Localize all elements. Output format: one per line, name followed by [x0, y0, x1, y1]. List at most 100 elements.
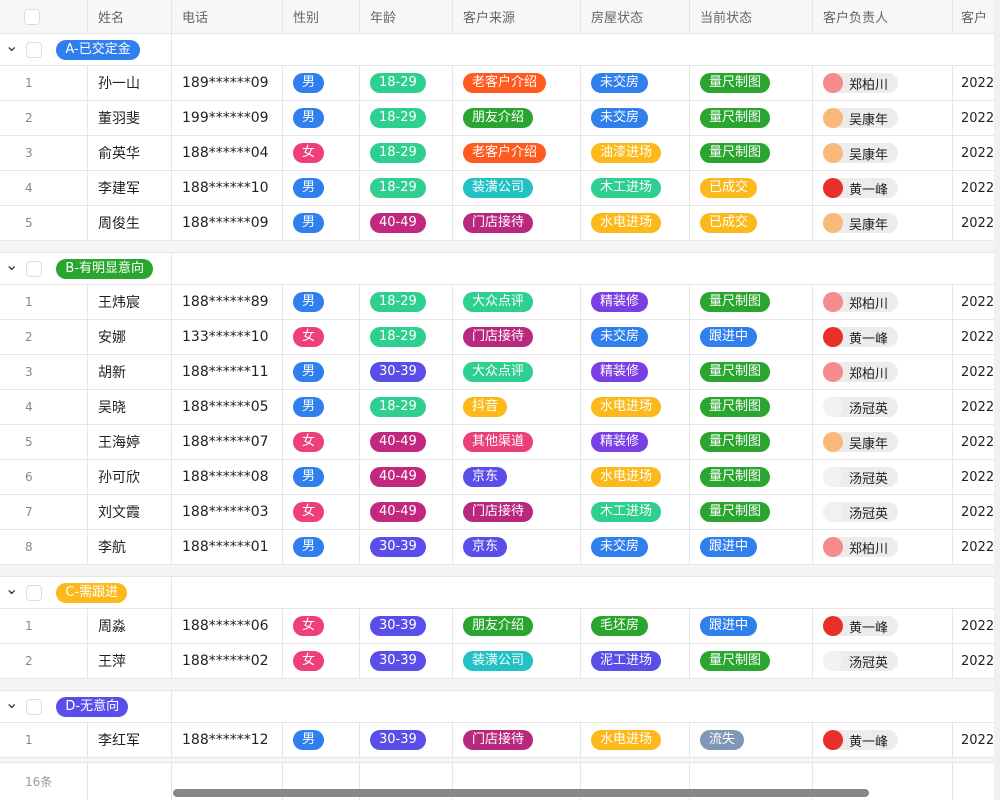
source-cell[interactable]: 装潢公司 [453, 644, 581, 678]
source-cell[interactable]: 朋友介绍 [453, 101, 581, 135]
select-all-checkbox[interactable] [24, 8, 40, 25]
gender-cell[interactable]: 男 [283, 390, 360, 424]
status-cell[interactable]: 量尺制图 [690, 66, 813, 100]
status-cell[interactable]: 已成交 [690, 206, 813, 240]
group-checkbox[interactable] [26, 584, 43, 601]
table-row[interactable]: 2 安娜 133******10 女 18-29 门店接待 未交房 跟进中 黄一峰 2022 [0, 320, 1000, 355]
group-checkbox[interactable] [26, 260, 43, 277]
house-cell[interactable]: 水电进场 [581, 390, 690, 424]
age-cell[interactable]: 18-29 [360, 285, 453, 319]
phone-cell[interactable]: 188******03 [172, 495, 283, 529]
name-cell[interactable]: 安娜 [88, 320, 172, 354]
name-cell[interactable]: 周淼 [88, 609, 172, 643]
source-cell[interactable]: 门店接待 [453, 320, 581, 354]
name-cell[interactable]: 王炜宸 [88, 285, 172, 319]
house-cell[interactable]: 未交房 [581, 320, 690, 354]
source-cell[interactable]: 抖音 [453, 390, 581, 424]
house-cell[interactable]: 泥工进场 [581, 644, 690, 678]
source-cell[interactable]: 门店接待 [453, 206, 581, 240]
owner-cell[interactable]: 吴康年 [813, 425, 953, 459]
group-checkbox[interactable] [26, 41, 43, 58]
table-row[interactable]: 5 周俊生 188******09 男 40-49 门店接待 水电进场 已成交 吴康年 2022 [0, 206, 1000, 241]
vertical-scrollbar-track[interactable] [994, 0, 1000, 800]
group-checkbox[interactable] [26, 698, 43, 715]
status-cell[interactable]: 量尺制图 [690, 495, 813, 529]
source-cell[interactable]: 京东 [453, 530, 581, 564]
house-cell[interactable]: 油漆进场 [581, 136, 690, 170]
status-cell[interactable]: 已成交 [690, 171, 813, 205]
name-cell[interactable]: 李红军 [88, 723, 172, 757]
table-row[interactable]: 4 吴晓 188******05 男 18-29 抖音 水电进场 量尺制图 汤冠英 2022 [0, 390, 1000, 425]
source-cell[interactable]: 京东 [453, 460, 581, 494]
phone-cell[interactable]: 188******01 [172, 530, 283, 564]
age-cell[interactable]: 18-29 [360, 390, 453, 424]
age-cell[interactable]: 30-39 [360, 609, 453, 643]
phone-cell[interactable]: 188******06 [172, 609, 283, 643]
table-row[interactable]: 1 孙一山 189******09 男 18-29 老客户介绍 未交房 量尺制图 郑柏川 2022 [0, 66, 1000, 101]
status-cell[interactable]: 跟进中 [690, 609, 813, 643]
extra-cell[interactable]: 2022 [953, 390, 1000, 424]
phone-cell[interactable]: 189******09 [172, 66, 283, 100]
chevron-down-icon[interactable]: ⌄ [5, 255, 19, 274]
phone-cell[interactable]: 188******10 [172, 171, 283, 205]
phone-cell[interactable]: 188******08 [172, 460, 283, 494]
age-cell[interactable]: 40-49 [360, 425, 453, 459]
status-cell[interactable]: 流失 [690, 723, 813, 757]
name-cell[interactable]: 王萍 [88, 644, 172, 678]
chevron-down-icon[interactable]: ⌄ [5, 36, 19, 55]
owner-cell[interactable]: 吴康年 [813, 136, 953, 170]
phone-cell[interactable]: 188******04 [172, 136, 283, 170]
extra-cell[interactable]: 2022 [953, 136, 1000, 170]
phone-cell[interactable]: 188******05 [172, 390, 283, 424]
gender-cell[interactable]: 女 [283, 320, 360, 354]
phone-cell[interactable]: 188******89 [172, 285, 283, 319]
house-cell[interactable]: 精装修 [581, 355, 690, 389]
name-cell[interactable]: 李航 [88, 530, 172, 564]
table-row[interactable]: 7 刘文霞 188******03 女 40-49 门店接待 木工进场 量尺制图 汤冠英 2022 [0, 495, 1000, 530]
gender-cell[interactable]: 男 [283, 355, 360, 389]
source-cell[interactable]: 其他渠道 [453, 425, 581, 459]
gender-cell[interactable]: 女 [283, 609, 360, 643]
name-cell[interactable]: 孙一山 [88, 66, 172, 100]
house-cell[interactable]: 木工进场 [581, 495, 690, 529]
status-cell[interactable]: 跟进中 [690, 320, 813, 354]
age-cell[interactable]: 18-29 [360, 171, 453, 205]
source-cell[interactable]: 门店接待 [453, 495, 581, 529]
extra-cell[interactable]: 2022 [953, 460, 1000, 494]
table-row[interactable]: 3 俞英华 188******04 女 18-29 老客户介绍 油漆进场 量尺制图 吴康年 202… [0, 136, 1000, 171]
phone-cell[interactable]: 188******11 [172, 355, 283, 389]
status-cell[interactable]: 量尺制图 [690, 460, 813, 494]
name-cell[interactable]: 刘文霞 [88, 495, 172, 529]
table-row[interactable]: 1 王炜宸 188******89 男 18-29 大众点评 精装修 量尺制图 郑柏川 2022 [0, 285, 1000, 320]
age-cell[interactable]: 40-49 [360, 460, 453, 494]
source-cell[interactable]: 老客户介绍 [453, 66, 581, 100]
table-row[interactable]: 5 王海婷 188******07 女 40-49 其他渠道 精装修 量尺制图 吴康年 2022 [0, 425, 1000, 460]
column-header[interactable]: 房屋状态 [581, 0, 690, 33]
extra-cell[interactable]: 2022 [953, 609, 1000, 643]
table-row[interactable]: 8 李航 188******01 男 30-39 京东 未交房 跟进中 郑柏川 2022 [0, 530, 1000, 565]
owner-cell[interactable]: 黄一峰 [813, 320, 953, 354]
source-cell[interactable]: 老客户介绍 [453, 136, 581, 170]
house-cell[interactable]: 未交房 [581, 66, 690, 100]
owner-cell[interactable]: 郑柏川 [813, 530, 953, 564]
house-cell[interactable]: 精装修 [581, 425, 690, 459]
gender-cell[interactable]: 男 [283, 530, 360, 564]
extra-cell[interactable]: 2022 [953, 101, 1000, 135]
table-row[interactable]: 1 李红军 188******12 男 30-39 门店接待 水电进场 流失 黄一峰 2022 [0, 723, 1000, 758]
extra-cell[interactable]: 2022 [953, 320, 1000, 354]
gender-cell[interactable]: 女 [283, 495, 360, 529]
gender-cell[interactable]: 男 [283, 206, 360, 240]
horizontal-scrollbar[interactable] [173, 789, 869, 797]
table-row[interactable]: 1 周淼 188******06 女 30-39 朋友介绍 毛坯房 跟进中 黄一峰 2022 [0, 609, 1000, 644]
source-cell[interactable]: 门店接待 [453, 723, 581, 757]
owner-cell[interactable]: 郑柏川 [813, 285, 953, 319]
extra-cell[interactable]: 2022 [953, 66, 1000, 100]
house-cell[interactable]: 毛坯房 [581, 609, 690, 643]
table-row[interactable]: 2 董羽斐 199******09 男 18-29 朋友介绍 未交房 量尺制图 吴康年 2022 [0, 101, 1000, 136]
name-cell[interactable]: 胡新 [88, 355, 172, 389]
column-header[interactable]: 客户负责人 [813, 0, 953, 33]
name-cell[interactable]: 俞英华 [88, 136, 172, 170]
owner-cell[interactable]: 吴康年 [813, 206, 953, 240]
age-cell[interactable]: 18-29 [360, 66, 453, 100]
column-header[interactable]: 客户来源 [453, 0, 581, 33]
